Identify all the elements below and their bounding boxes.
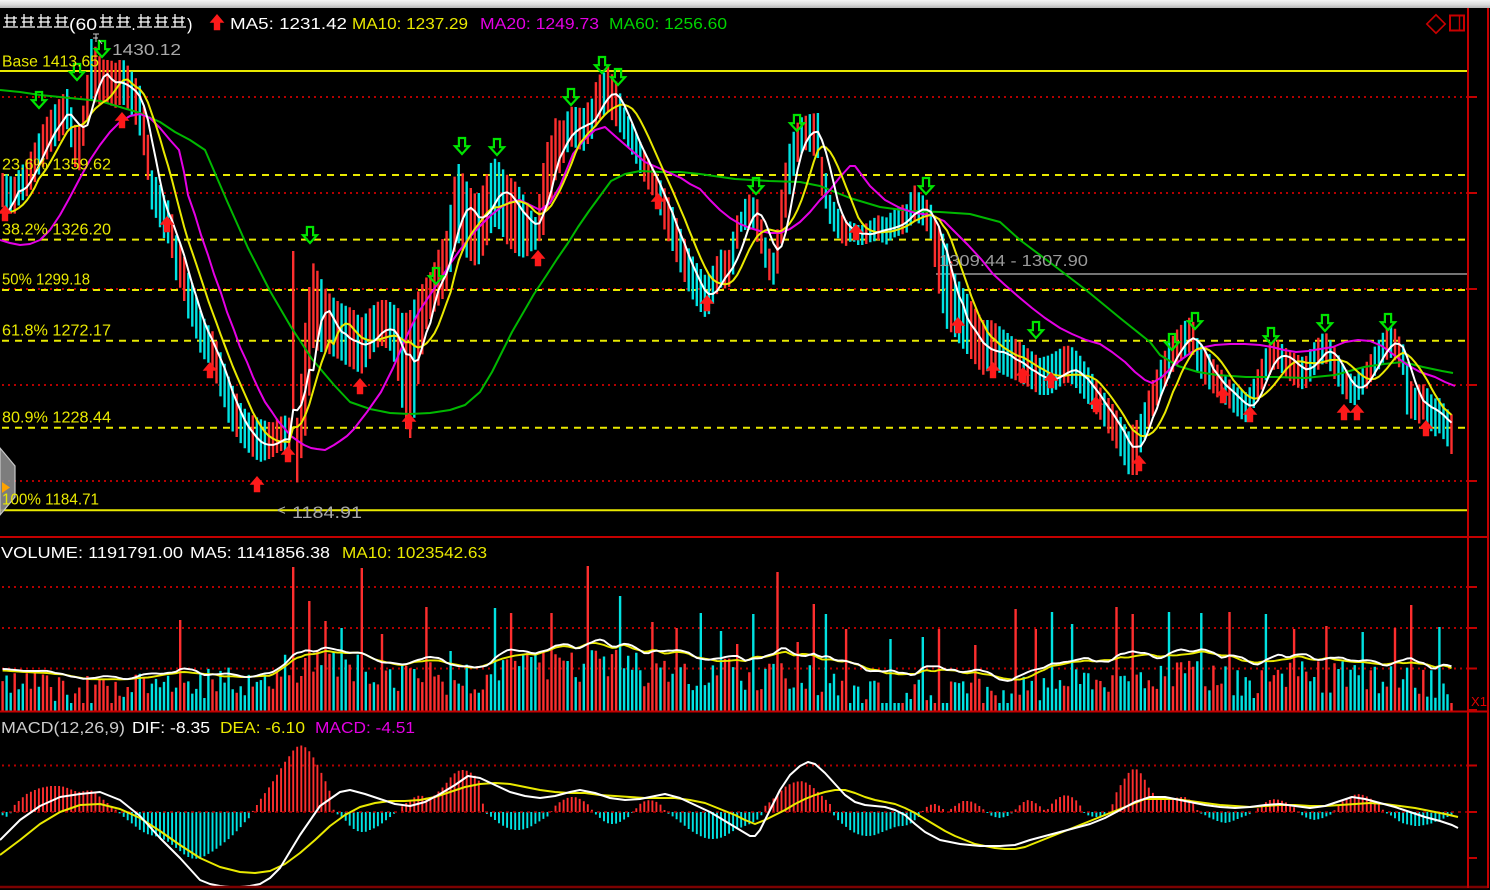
svg-text:X1: X1 [1471,694,1487,709]
svg-text:): ) [187,15,193,34]
svg-text:Base 1413.65: Base 1413.65 [2,54,99,71]
svg-text:61.8% 1272.17: 61.8% 1272.17 [2,323,111,340]
svg-text:MACD(12,26,9): MACD(12,26,9) [1,720,125,737]
svg-text:MA10: 1237.29: MA10: 1237.29 [352,16,468,33]
svg-text:50% 1299.18: 50% 1299.18 [2,272,90,289]
svg-text:80.9% 1228.44: 80.9% 1228.44 [2,410,111,427]
svg-text:1184.91: 1184.91 [292,503,362,522]
svg-text:VOLUME: 1191791.00: VOLUME: 1191791.00 [1,545,183,562]
svg-text:38.2% 1326.20: 38.2% 1326.20 [2,222,111,239]
svg-text:DEA: -6.10: DEA: -6.10 [220,720,305,737]
svg-text:100% 1184.71: 100% 1184.71 [2,492,99,509]
svg-text:MA5: 1231.42: MA5: 1231.42 [230,16,347,33]
svg-text:.: . [132,15,136,34]
svg-text:DIF: -8.35: DIF: -8.35 [132,720,210,737]
svg-text:23.6% 1359.62: 23.6% 1359.62 [2,157,111,174]
svg-text:(60: (60 [69,15,97,34]
svg-text:1430.12: 1430.12 [112,42,181,59]
svg-text:MA60: 1256.60: MA60: 1256.60 [609,16,727,33]
svg-text:<: < [277,502,286,519]
svg-text:MA10: 1023542.63: MA10: 1023542.63 [342,545,487,562]
svg-text:MA20: 1249.73: MA20: 1249.73 [480,16,599,33]
svg-text:1309.44 - 1307.90: 1309.44 - 1307.90 [939,253,1088,270]
svg-text:MA5: 1141856.38: MA5: 1141856.38 [190,545,330,562]
svg-text:MACD: -4.51: MACD: -4.51 [315,720,415,737]
